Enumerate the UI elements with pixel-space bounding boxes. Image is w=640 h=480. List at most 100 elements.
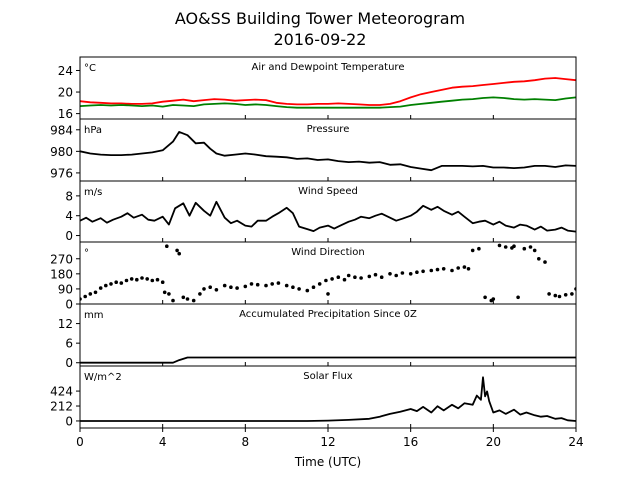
direction-point — [477, 246, 481, 251]
direction-point — [330, 277, 334, 281]
direction-point — [162, 290, 167, 295]
direction-point — [235, 286, 239, 290]
y-tick-label: 4 — [65, 209, 73, 223]
direction-point — [276, 281, 281, 285]
series-line-0 — [80, 131, 576, 172]
direction-point — [167, 292, 171, 296]
direction-point — [491, 297, 496, 301]
direction-point — [88, 292, 93, 296]
direction-point — [311, 285, 316, 290]
panel-unit: W/m^2 — [84, 372, 122, 383]
y-tick-label: 0 — [65, 414, 73, 428]
direction-point — [497, 243, 502, 248]
direction-point — [291, 285, 295, 290]
x-axis: 0 4 8 12 16 20 24 — [76, 428, 584, 449]
direction-point — [150, 278, 155, 283]
direction-point — [198, 292, 202, 296]
panel-title: Pressure — [307, 124, 350, 135]
direction-point — [222, 283, 227, 288]
direction-point — [129, 277, 134, 281]
direction-point — [140, 276, 144, 280]
direction-point — [93, 290, 98, 295]
direction-point — [408, 272, 413, 276]
y-tick-label: 20 — [58, 86, 73, 100]
direction-point — [124, 278, 129, 283]
panel-unit: mm — [84, 310, 103, 321]
series-line-0 — [80, 77, 576, 106]
direction-point — [109, 282, 113, 286]
direction-point — [388, 272, 392, 276]
direction-point — [336, 275, 341, 280]
direction-point — [503, 245, 508, 249]
direction-point — [563, 293, 568, 297]
direction-point — [165, 244, 169, 248]
y-tick-label: 270 — [50, 252, 73, 266]
y-tick-label: 0 — [65, 356, 73, 370]
direction-point — [243, 284, 248, 289]
direction-point — [181, 295, 186, 300]
direction-point — [547, 292, 551, 296]
direction-point — [249, 282, 254, 286]
series-line-1 — [80, 96, 576, 109]
direction-point — [470, 248, 475, 253]
direction-point — [353, 275, 357, 280]
direction-point — [570, 292, 574, 296]
x-tick-label: 4 — [159, 435, 167, 449]
direction-point — [483, 295, 487, 300]
panel-title: Solar Flux — [303, 371, 353, 382]
direction-point — [255, 282, 260, 287]
direction-point — [522, 246, 527, 251]
panel-0: 16 20 24 °C Air and Dewpoint Temperature — [58, 56, 577, 121]
direction-point — [466, 267, 471, 271]
direction-point — [441, 267, 446, 271]
panel-unit: ° — [84, 248, 89, 259]
direction-point — [214, 288, 219, 292]
direction-point — [516, 295, 520, 300]
panel-title: Air and Dewpoint Temperature — [252, 62, 405, 73]
y-tick-label: 424 — [50, 385, 73, 399]
y-tick-label: 984 — [50, 123, 73, 137]
panel-1: 976 980 984 hPa Pressure — [50, 118, 577, 182]
direction-point — [270, 282, 275, 286]
y-tick-label: 90 — [58, 282, 73, 296]
series-line-0 — [80, 376, 576, 422]
y-tick-label: 180 — [50, 267, 73, 281]
direction-point — [155, 277, 160, 282]
panel-2: 0 4 8 m/s Wind Speed — [65, 180, 577, 243]
x-tick-label: 24 — [568, 435, 583, 449]
panel-unit: °C — [84, 63, 96, 74]
x-tick-label: 12 — [320, 435, 335, 449]
figure-title: AO&SS Building Tower Meteorogram — [175, 9, 465, 28]
direction-point — [346, 273, 351, 278]
panel-unit: m/s — [84, 187, 102, 198]
x-axis-label: Time (UTC) — [294, 455, 361, 469]
y-tick-label: 980 — [50, 145, 73, 159]
direction-point — [145, 277, 149, 281]
direction-point — [135, 277, 139, 282]
y-tick-label: 24 — [58, 64, 73, 78]
x-tick-label: 8 — [242, 435, 250, 449]
direction-point — [421, 269, 425, 274]
direction-point — [326, 292, 330, 296]
direction-point — [297, 287, 301, 291]
direction-point — [185, 297, 190, 301]
direction-point — [104, 283, 108, 288]
direction-point — [342, 277, 347, 282]
direction-point — [284, 283, 289, 288]
direction-point — [435, 267, 440, 272]
direction-point — [359, 276, 363, 280]
direction-point — [324, 278, 328, 283]
direction-point — [305, 288, 310, 293]
direction-point — [537, 257, 541, 261]
y-tick-label: 0 — [65, 298, 73, 312]
y-tick-label: 212 — [50, 400, 73, 414]
direction-point — [171, 298, 175, 303]
y-tick-label: 8 — [65, 189, 73, 203]
panel-title: Wind Direction — [291, 247, 365, 258]
y-tick-label: 6 — [65, 337, 73, 351]
direction-point — [83, 294, 87, 299]
direction-point — [160, 280, 165, 285]
direction-point — [429, 268, 434, 273]
